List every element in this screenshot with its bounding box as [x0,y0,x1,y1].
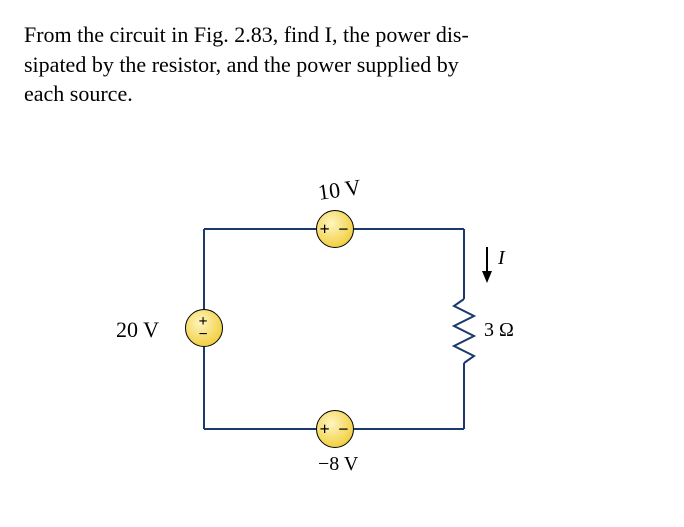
problem-line1: From the circuit in Fig. 2.83, find I, t… [24,22,469,47]
label-bottom-source: −8 V [318,453,358,476]
polarity-bottom: + − [319,419,350,440]
voltage-source-left: +− [185,309,223,347]
voltage-source-top: + − [316,210,354,248]
problem-line2: sipated by the resistor, and the power s… [24,52,459,77]
problem-statement: From the circuit in Fig. 2.83, find I, t… [24,20,660,109]
label-left-source: 20 V [116,317,159,343]
voltage-source-bottom: + − [316,410,354,448]
polarity-top: + − [319,219,350,240]
label-resistor: 3 Ω [484,319,514,342]
circuit-diagram: +− 20 V + − 10 V + − −8 V 3 Ω I [144,169,564,469]
problem-line3: each source. [24,81,133,106]
label-current: I [498,247,505,270]
polarity-left: +− [198,315,209,341]
